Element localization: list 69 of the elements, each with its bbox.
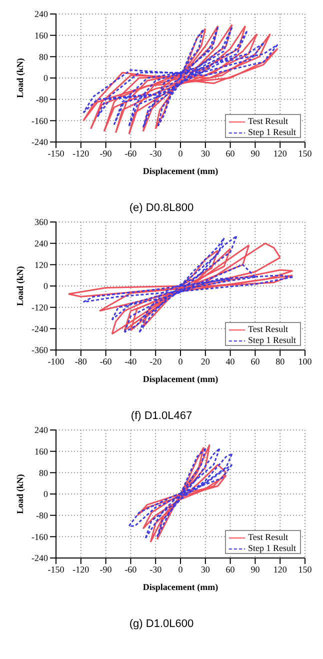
x-tick-label: 30 — [200, 564, 210, 574]
y-tick-label: 360 — [34, 217, 48, 228]
y-axis-title: Load (kN) — [15, 474, 26, 514]
legend-label: Step 1 Result — [248, 543, 296, 554]
x-tick-label: 120 — [273, 148, 288, 158]
x-axis-title: Displacement (mm) — [142, 374, 218, 384]
y-tick-label: 240 — [34, 238, 48, 249]
x-axis-title: Displacement (mm) — [142, 166, 218, 176]
x-tick-label: 80 — [276, 356, 286, 366]
y-tick-label: 0 — [44, 73, 48, 84]
y-tick-label: 160 — [34, 30, 48, 41]
x-tick-label: -60 — [124, 148, 138, 158]
x-tick-label: 150 — [298, 564, 312, 574]
y-tick-label: -120 — [32, 302, 48, 313]
x-tick-label: -120 — [72, 148, 90, 158]
x-tick-label: 0 — [178, 148, 184, 158]
y-tick-label: 120 — [34, 260, 48, 270]
x-tick-label: 90 — [250, 564, 260, 574]
y-tick-label: 0 — [44, 489, 48, 500]
x-tick-label: 60 — [226, 148, 236, 158]
y-tick-label: 160 — [34, 446, 48, 457]
y-tick-label: 240 — [34, 425, 48, 436]
legend-label: Test Result — [248, 532, 288, 543]
x-tick-label: -90 — [100, 148, 112, 158]
x-tick-label: -40 — [124, 356, 138, 366]
x-tick-label: 60 — [226, 564, 236, 574]
legend-label: Test Result — [248, 116, 288, 127]
x-tick-label: -150 — [48, 564, 65, 574]
legend-label: Test Result — [248, 324, 288, 335]
text: (f) D1.0L467 — [130, 410, 194, 422]
x-tick-label: -20 — [150, 356, 162, 366]
y-tick-label: -240 — [32, 553, 48, 564]
legend-label: Step 1 Result — [248, 127, 296, 138]
x-tick-label: -150 — [48, 148, 65, 158]
x-tick-label: 0 — [178, 564, 184, 574]
x-tick-label: -30 — [150, 564, 162, 574]
y-tick-label: 0 — [44, 281, 48, 292]
y-tick-label: -360 — [32, 345, 48, 356]
y-tick-label: -80 — [36, 510, 48, 521]
x-tick-label: 0 — [178, 356, 184, 366]
x-tick-label: -60 — [124, 564, 138, 574]
x-tick-label: 150 — [298, 148, 312, 158]
y-tick-label: -240 — [32, 137, 48, 148]
y-tick-label: 80 — [39, 468, 48, 478]
x-tick-label: 120 — [273, 564, 288, 574]
x-tick-label: 90 — [250, 148, 260, 158]
x-tick-label: 60 — [250, 356, 260, 366]
x-tick-label: -30 — [150, 148, 162, 158]
y-tick-label: -240 — [32, 324, 48, 334]
y-tick-label: 240 — [34, 9, 48, 20]
x-tick-label: 100 — [298, 356, 312, 366]
y-tick-label: 80 — [39, 52, 48, 62]
x-tick-label: -60 — [100, 356, 112, 366]
y-tick-label: -80 — [36, 94, 48, 105]
x-axis-title: Displacement (mm) — [142, 582, 218, 592]
x-tick-label: 20 — [200, 356, 210, 366]
y-axis-title: Load (kN) — [15, 58, 26, 98]
x-tick-label: -100 — [48, 356, 65, 366]
x-tick-label: 40 — [226, 356, 236, 366]
text: (g) D1.0L600 — [128, 618, 195, 630]
y-tick-label: -160 — [32, 116, 48, 126]
legend-label: Step 1 Result — [248, 335, 296, 346]
x-tick-label: -120 — [72, 564, 90, 574]
x-tick-label: -80 — [74, 356, 88, 366]
x-tick-label: 30 — [200, 148, 210, 158]
y-tick-label: -160 — [32, 532, 48, 542]
y-axis-title: Load (kN) — [15, 266, 26, 306]
x-tick-label: -90 — [100, 564, 112, 574]
text: (e) D0.8L800 — [128, 202, 195, 214]
